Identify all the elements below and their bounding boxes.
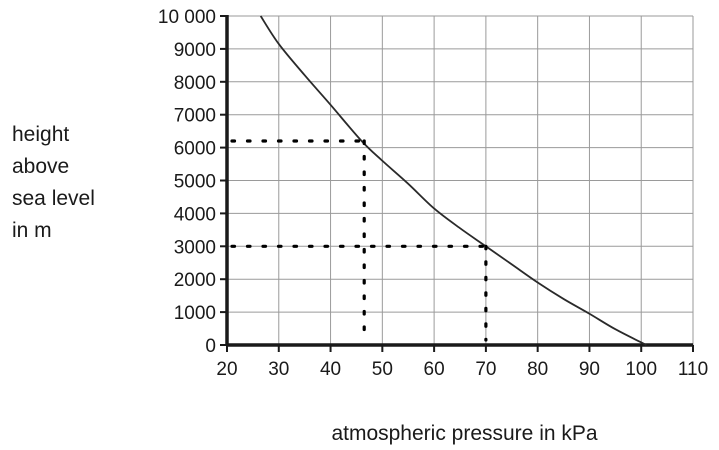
x-tick-label-40: 40 bbox=[320, 359, 341, 380]
y-tick-label-1000: 1000 bbox=[174, 303, 216, 324]
y-tick-label-5000: 5000 bbox=[174, 172, 216, 193]
series-line-0 bbox=[259, 15, 647, 346]
y-axis-label-line-3: sea level bbox=[12, 187, 95, 210]
series bbox=[259, 15, 647, 346]
x-tick-label-20: 20 bbox=[216, 359, 237, 380]
y-tick-label-10000: 10 000 bbox=[158, 7, 216, 28]
y-tick-label-2000: 2000 bbox=[174, 270, 216, 291]
y-tick-label-8000: 8000 bbox=[174, 73, 216, 94]
x-tick-label-110: 110 bbox=[678, 359, 708, 380]
x-tick-label-30: 30 bbox=[268, 359, 289, 380]
y-tick-label-7000: 7000 bbox=[174, 106, 216, 127]
x-tick-label-50: 50 bbox=[372, 359, 393, 380]
annotations bbox=[230, 139, 488, 342]
y-axis-label-line-4: in m bbox=[12, 219, 52, 242]
y-tick-label-4000: 4000 bbox=[174, 204, 216, 225]
y-tick-label-6000: 6000 bbox=[174, 139, 216, 160]
x-tick-label-70: 70 bbox=[475, 359, 496, 380]
y-axis-label-line-1: height bbox=[12, 123, 70, 146]
x-tick-label-90: 90 bbox=[579, 359, 600, 380]
x-axis-label: atmospheric pressure in kPa bbox=[331, 422, 598, 445]
x-tick-label-100: 100 bbox=[625, 359, 657, 380]
axes bbox=[220, 15, 694, 352]
y-axis-label-line-2: above bbox=[12, 155, 70, 178]
tick-labels: 20 30 40 50 60 70 80 90 100 110 0 1000 2000 3000 4000 5… bbox=[158, 7, 708, 380]
x-tick-label-80: 80 bbox=[527, 359, 548, 380]
y-tick-label-9000: 9000 bbox=[174, 40, 216, 61]
grid bbox=[227, 15, 694, 345]
y-tick-label-3000: 3000 bbox=[174, 237, 216, 258]
x-tick-label-60: 60 bbox=[424, 359, 445, 380]
y-tick-label-0: 0 bbox=[205, 336, 216, 357]
